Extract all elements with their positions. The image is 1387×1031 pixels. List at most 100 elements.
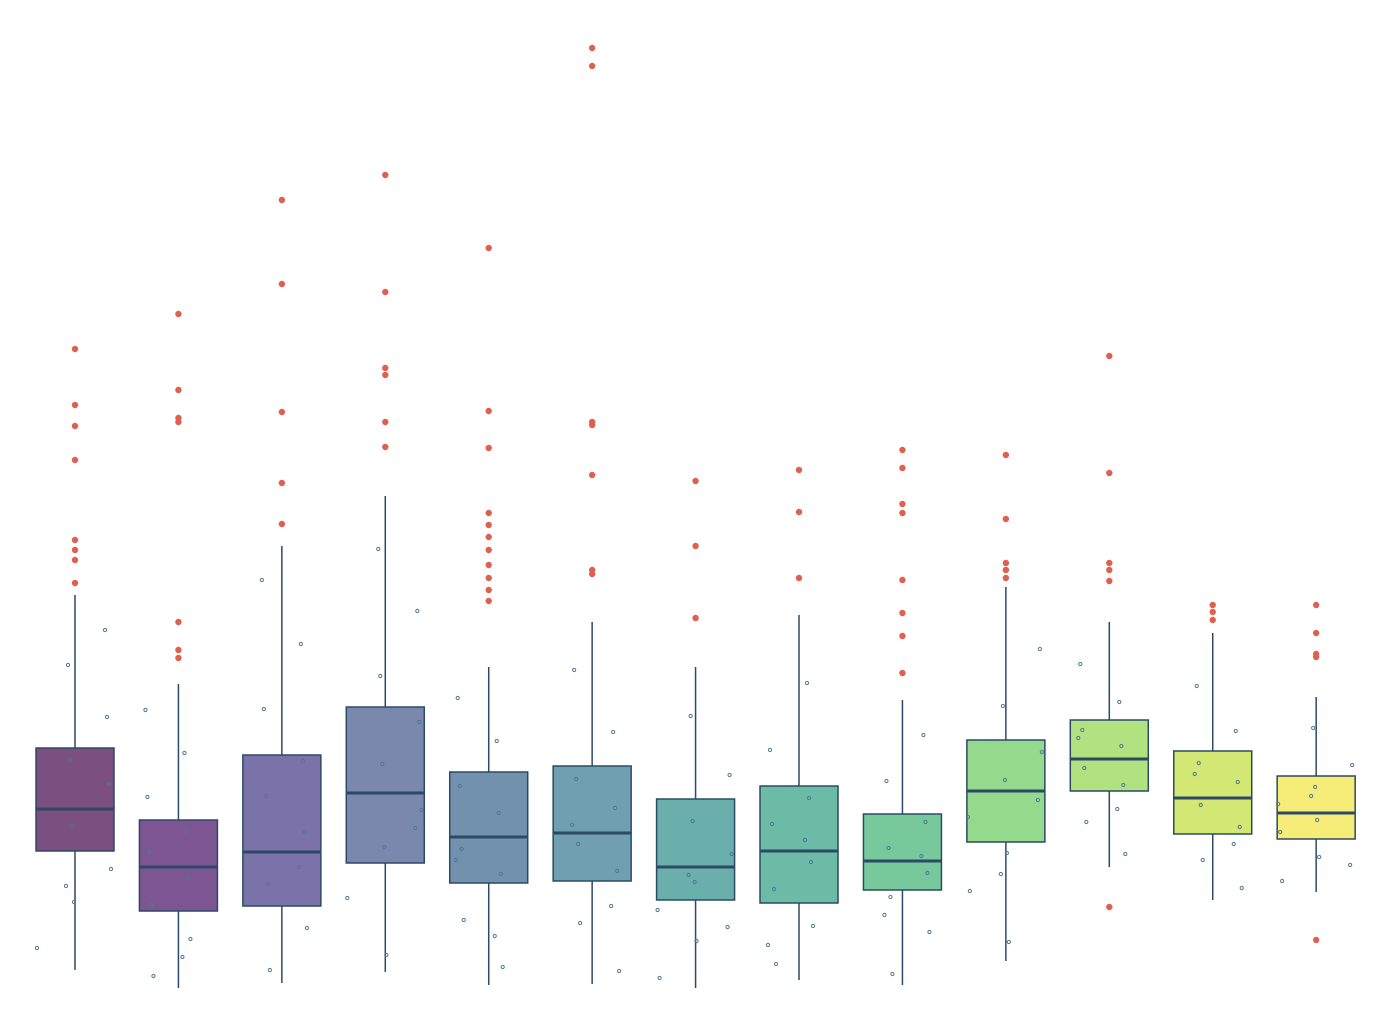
outlier [1106,469,1113,477]
outlier [382,288,389,296]
outlier [175,310,182,318]
outlier [1106,566,1113,574]
data-point [1194,683,1199,689]
outlier [485,597,492,605]
data-point [106,781,112,787]
outlier [71,345,79,353]
data-point [1231,841,1236,847]
data-point [455,695,460,701]
data-point [808,859,814,865]
data-point [376,546,381,552]
outlier [1002,515,1010,523]
outlier [278,479,286,487]
data-point [1117,699,1122,705]
outlier [899,669,906,677]
outlier [382,371,389,379]
outlier [1002,559,1010,567]
data-point [378,673,383,679]
data-point [888,894,893,900]
data-point [1002,777,1007,783]
outlier [485,586,492,594]
outlier [485,407,492,415]
data-point [769,821,775,827]
outlier [1209,608,1216,616]
data-point [1198,802,1203,808]
data-point [1076,735,1081,741]
outlier [899,446,906,454]
box [242,754,322,907]
box [552,765,632,882]
data-point [102,627,108,633]
data-point [1233,728,1238,734]
data-point [923,819,928,825]
data-point [302,829,307,835]
data-point [686,872,691,878]
data-point [1078,661,1083,667]
data-point [1123,851,1128,857]
box [759,785,839,904]
outlier [485,574,492,582]
data-point [69,823,75,829]
data-point [1004,850,1009,856]
outlier [1106,559,1113,567]
outlier [1312,629,1320,637]
outlier [278,280,286,288]
data-point [615,868,620,874]
data-point [773,961,779,967]
outlier [1312,936,1320,944]
data-point [1278,829,1283,835]
outlier [1002,566,1010,574]
outlier [1209,616,1216,624]
data-point [1192,771,1197,777]
data-point [188,936,193,942]
data-point [890,971,895,977]
data-point [617,968,622,974]
outlier [899,509,906,517]
data-point [1115,806,1120,812]
outlier [71,456,79,464]
data-point [657,975,662,981]
data-point [1348,862,1353,868]
data-point [1315,817,1320,823]
outlier [1106,577,1113,585]
data-point [965,814,970,820]
outlier [1002,574,1010,582]
data-point [182,750,187,756]
data-point [927,929,932,935]
data-point [967,888,972,894]
data-point [1313,784,1318,790]
box [448,771,529,884]
outlier [588,44,596,52]
data-point [415,608,420,614]
data-point [1235,779,1240,785]
outlier [1209,601,1216,609]
outlier [71,556,79,564]
data-point [457,783,462,789]
data-point [1006,939,1011,945]
data-point [419,807,424,813]
outlier [588,566,596,574]
data-point [655,907,660,913]
data-point [500,964,505,970]
outlier [175,618,182,626]
data-point [1121,782,1126,788]
outlier [485,546,492,554]
data-point [494,738,499,744]
data-point [1276,801,1281,807]
data-point [265,881,270,887]
data-point [574,776,579,782]
outlier [1106,903,1113,911]
box [862,813,943,891]
data-point [259,577,264,583]
data-point [345,895,350,901]
data-point [496,810,501,816]
data-point [1196,760,1201,766]
data-point [184,828,189,834]
data-point [1080,727,1085,733]
outlier [382,443,389,451]
outlier [795,466,803,474]
outlier [382,418,389,426]
data-point [694,938,699,944]
data-point [725,924,730,930]
data-point [380,761,385,767]
